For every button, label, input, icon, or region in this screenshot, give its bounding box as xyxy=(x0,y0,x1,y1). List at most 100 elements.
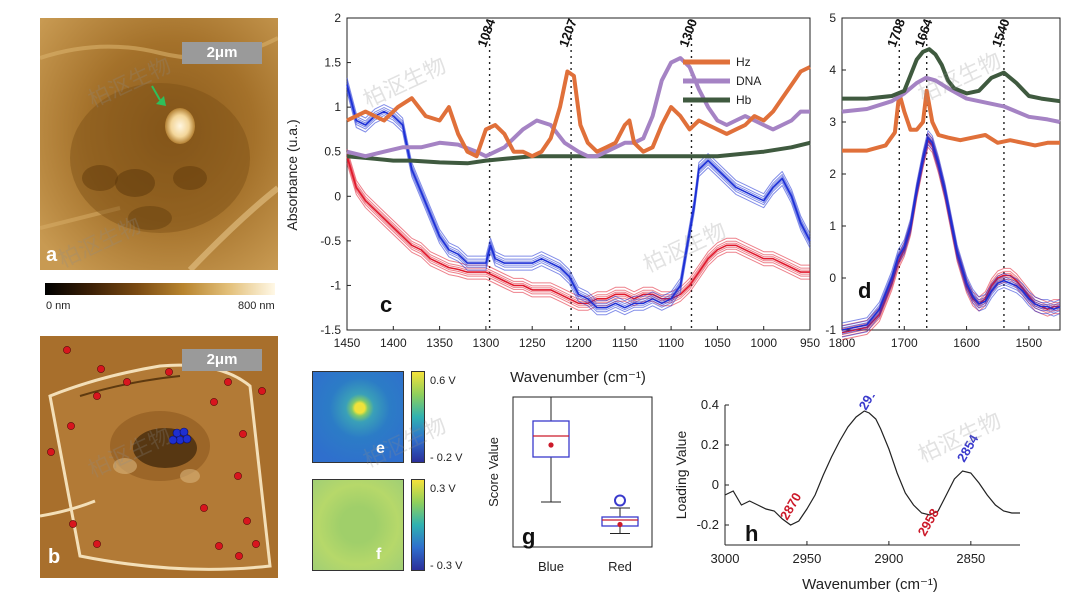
y-tick-label: 0.5 xyxy=(324,145,341,159)
reference-line-label: 1664 xyxy=(911,16,935,49)
x-tick-label: 1700 xyxy=(891,336,918,350)
y-tick-label: 1.5 xyxy=(324,56,341,70)
y-tick-label: 0.4 xyxy=(701,397,719,412)
peak-annotation: 2870 xyxy=(777,490,804,523)
red-spectrum xyxy=(346,152,810,300)
colorbar-e-max: 0.6 V xyxy=(430,375,456,387)
scale-bar-b: 2μm xyxy=(182,349,262,371)
y-tick-label: 2 xyxy=(334,11,341,25)
panel-label-h: h xyxy=(745,521,758,546)
x-tick-label: 1150 xyxy=(612,336,638,350)
x-tick-label: 1100 xyxy=(658,336,684,350)
x-tick-label: 1600 xyxy=(953,336,980,350)
blue-spectrum xyxy=(841,141,1061,335)
x-axis-label: Wavenumber (cm⁻¹) xyxy=(510,369,646,386)
scale-bar-a: 2μm xyxy=(182,42,262,64)
blue-spectrum xyxy=(346,91,811,316)
y-tick-label: 5 xyxy=(829,11,836,25)
blue-spectrum xyxy=(346,77,811,302)
x-tick-label: 1200 xyxy=(565,336,592,350)
x-axis-label: Wavenumber (cm⁻¹) xyxy=(802,576,938,593)
reference-line-label: 1084 xyxy=(474,16,498,49)
blue-spectrum xyxy=(841,136,1061,331)
y-tick-label: -1.5 xyxy=(320,323,341,337)
panel-label-g: g xyxy=(522,524,535,549)
chart-d: 1800 1700 1600 1500 -1 0 1 2 3 4 5 1708 1664 1540 d xyxy=(825,11,1061,350)
panel-label-f: f xyxy=(376,546,382,563)
colorbar-e xyxy=(411,371,425,463)
y-tick-label: -1 xyxy=(330,278,341,292)
red-spectrum xyxy=(841,141,1060,336)
red-points xyxy=(47,346,266,560)
blue-spectrum xyxy=(346,84,811,309)
x-tick-label: 1050 xyxy=(704,336,731,350)
y-axis-label: Loading Value xyxy=(673,431,689,520)
red-spectrum xyxy=(346,158,810,306)
blue-spectrum xyxy=(346,80,811,305)
x-tick-label: 2900 xyxy=(874,551,903,566)
mean-marker xyxy=(548,442,554,448)
y-tick-label: 2 xyxy=(829,167,836,181)
y-axis-label: Absorbance (u.a.) xyxy=(284,119,300,230)
outlier-marker xyxy=(614,494,626,507)
loading-line xyxy=(724,410,1020,526)
height-colorbar-max: 800 nm xyxy=(238,300,275,312)
y-tick-label: 0 xyxy=(829,271,836,285)
red-spectrum xyxy=(346,149,810,297)
x-tick-label: 1300 xyxy=(473,336,500,350)
legend-label: Hb xyxy=(736,93,752,107)
colorbar-f-max: 0.3 V xyxy=(430,483,456,495)
category-label: Blue xyxy=(538,559,564,574)
red-spectrum xyxy=(346,163,810,311)
x-tick-label: 1000 xyxy=(750,336,777,350)
series-line-hz xyxy=(842,88,1060,153)
y-tick-label: -0.2 xyxy=(697,517,719,532)
x-tick-label: 2950 xyxy=(792,551,821,566)
colorbar-f xyxy=(411,479,425,571)
x-tick-label: 1250 xyxy=(519,336,546,350)
y-tick-label: 0 xyxy=(334,189,341,203)
y-tick-label: -1 xyxy=(825,323,836,337)
plot-frame xyxy=(512,396,653,548)
panel-label-c: c xyxy=(380,292,392,317)
peak-annotation: 2914 xyxy=(856,395,884,413)
blue-spectrum xyxy=(841,133,1061,327)
panel-label-b: b xyxy=(48,546,61,568)
y-axis-label: Score Value xyxy=(486,437,501,507)
x-tick-label: 950 xyxy=(800,336,820,350)
red-spectrum xyxy=(346,160,810,308)
panel-label-d: d xyxy=(858,278,871,303)
reference-line-label: 1207 xyxy=(556,17,580,49)
y-tick-label: -0.5 xyxy=(320,234,341,248)
colorbar-f-min: - 0.3 V xyxy=(430,560,463,572)
y-tick-label: 4 xyxy=(829,63,836,77)
height-colorbar-min: 0 nm xyxy=(46,300,71,312)
box xyxy=(532,420,570,458)
x-tick-label: 1350 xyxy=(426,336,453,350)
blue-spectrum xyxy=(841,144,1061,338)
y-tick-label: 0.2 xyxy=(701,437,719,452)
x-tick-label: 2850 xyxy=(956,551,985,566)
y-tick-label: 1 xyxy=(334,100,341,114)
colorbar-e-min: - 0.2 V xyxy=(430,452,463,464)
blue-spectrum xyxy=(841,130,1061,324)
y-tick-label: 1 xyxy=(829,219,836,233)
x-tick-label: 1500 xyxy=(1016,336,1043,350)
x-tick-label: 1400 xyxy=(380,336,407,350)
panel-label-e: e xyxy=(376,440,385,457)
map-e xyxy=(312,371,404,463)
peak-annotation: 2854 xyxy=(954,431,982,464)
plot-frame xyxy=(841,17,1061,331)
x-tick-label: 1800 xyxy=(829,336,856,350)
reference-line-label: 1540 xyxy=(989,17,1013,49)
afm-deflection-image xyxy=(40,336,278,578)
legend-label: Hz xyxy=(736,55,751,69)
mean-marker xyxy=(617,521,623,528)
legend-label: DNA xyxy=(736,74,761,88)
series-line-hz xyxy=(346,65,811,159)
reference-line-label: 1708 xyxy=(884,17,908,49)
series-line-hb xyxy=(842,47,1061,104)
chart-c: 1450 1400 1350 1300 1250 1200 1150 1100 1050 1000… xyxy=(284,11,820,386)
category-label: Red xyxy=(608,559,632,574)
reference-line-label: 1300 xyxy=(676,17,700,49)
